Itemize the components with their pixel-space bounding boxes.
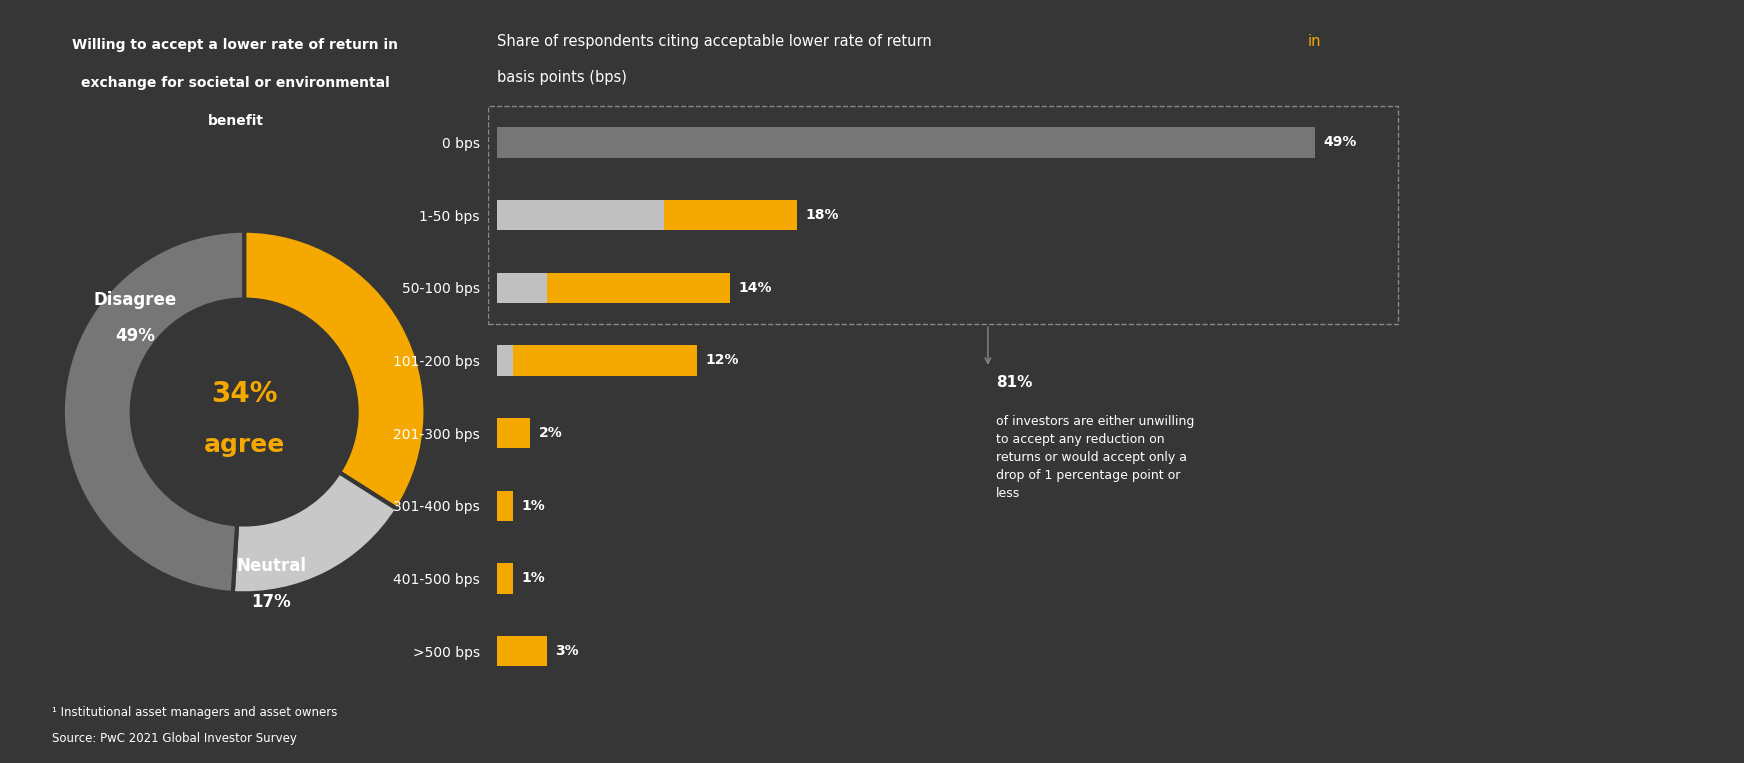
Text: Disagree: Disagree	[94, 291, 176, 308]
Text: 12%: 12%	[705, 353, 739, 368]
Text: 1%: 1%	[521, 571, 546, 585]
Bar	[497, 418, 530, 449]
Text: 17%: 17%	[251, 594, 291, 611]
Text: 3%: 3%	[555, 644, 579, 658]
Bar	[497, 491, 513, 521]
Text: exchange for societal or environmental: exchange for societal or environmental	[80, 76, 391, 90]
Text: Source: PwC 2021 Global Investor Survey: Source: PwC 2021 Global Investor Survey	[52, 732, 296, 745]
Text: ¹ Institutional asset managers and asset owners: ¹ Institutional asset managers and asset…	[52, 706, 338, 719]
Text: 34%: 34%	[211, 380, 277, 408]
Text: 2%: 2%	[539, 426, 562, 440]
Bar	[548, 272, 731, 303]
Text: Neutral: Neutral	[237, 557, 307, 575]
Wedge shape	[232, 472, 398, 594]
Bar	[497, 563, 513, 594]
Bar	[497, 636, 548, 666]
Text: in: in	[1308, 34, 1322, 50]
Text: 49%: 49%	[115, 327, 155, 345]
Bar	[664, 200, 797, 230]
Text: benefit: benefit	[208, 114, 263, 128]
Wedge shape	[244, 230, 426, 509]
Text: 14%: 14%	[739, 281, 773, 295]
Text: 81%: 81%	[996, 375, 1032, 390]
Bar	[497, 272, 548, 303]
Text: basis points (bps): basis points (bps)	[497, 70, 626, 85]
Bar	[488, 106, 1399, 324]
Text: Share of respondents citing acceptable lower rate of return: Share of respondents citing acceptable l…	[497, 34, 937, 50]
Bar	[497, 345, 513, 375]
Bar	[513, 345, 698, 375]
Wedge shape	[63, 230, 244, 593]
Bar	[497, 127, 1315, 158]
Text: Willing to accept a lower rate of return in: Willing to accept a lower rate of return…	[73, 38, 398, 52]
Text: 1%: 1%	[521, 499, 546, 513]
Text: of investors are either unwilling
to accept any reduction on
returns or would ac: of investors are either unwilling to acc…	[996, 415, 1195, 500]
Bar	[497, 200, 664, 230]
Text: agree: agree	[204, 433, 284, 457]
Text: 18%: 18%	[806, 208, 839, 222]
Text: 49%: 49%	[1324, 135, 1357, 150]
